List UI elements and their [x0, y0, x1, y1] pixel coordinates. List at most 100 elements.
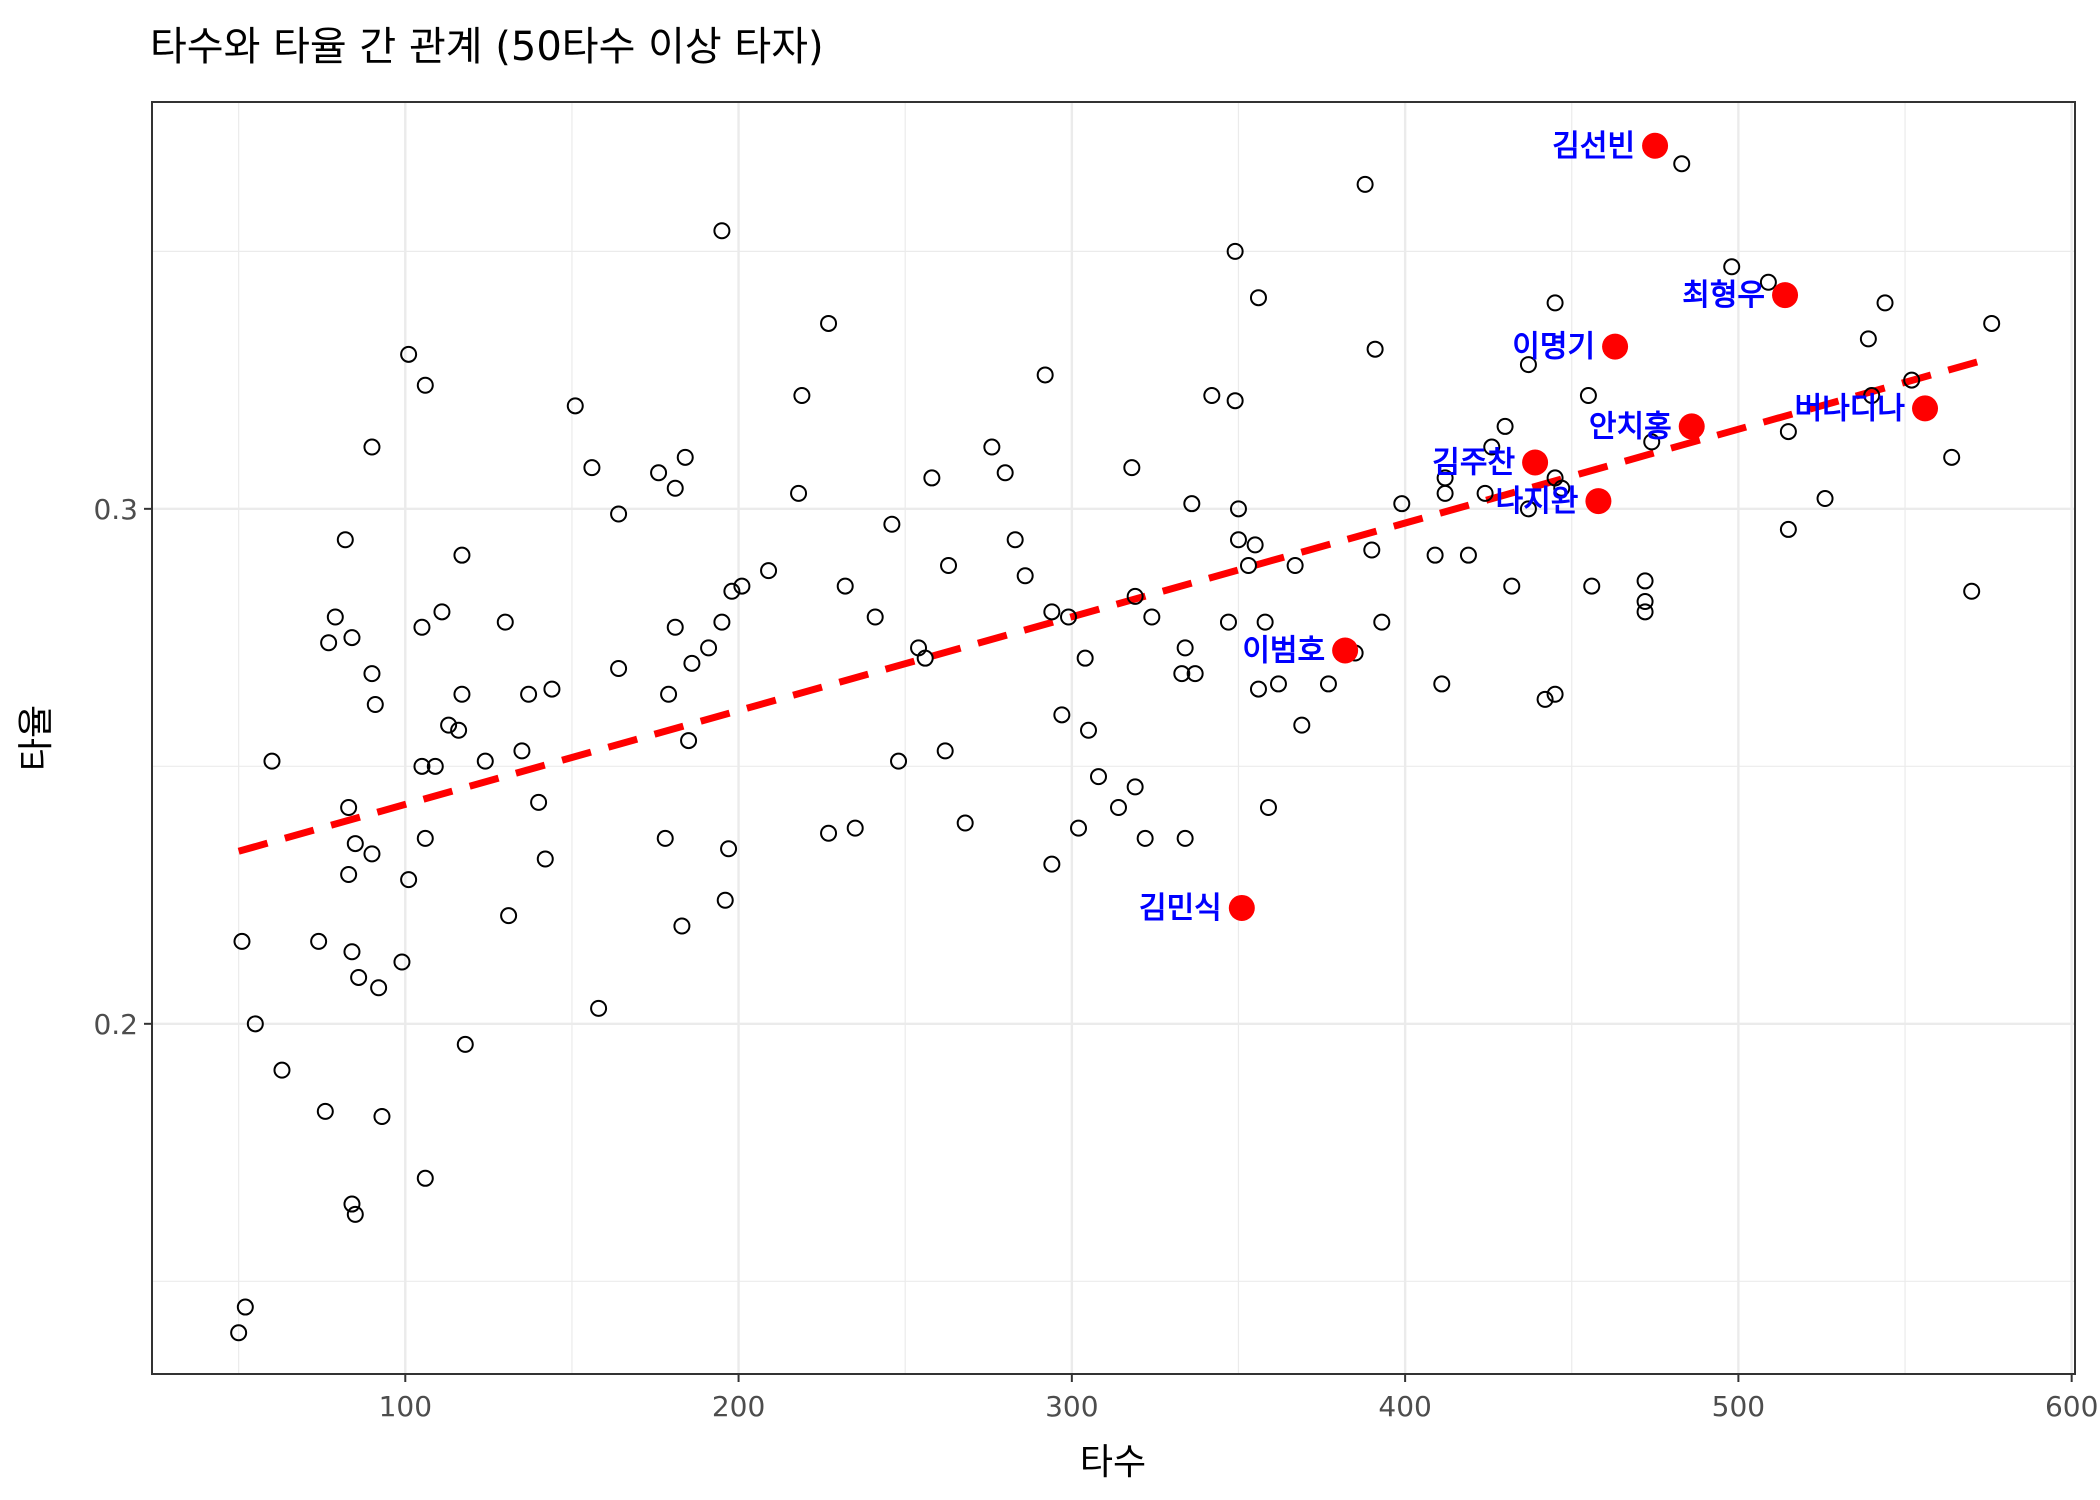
- data-point: [1643, 433, 1661, 451]
- x-axis-title: 타수: [1080, 1442, 1146, 1483]
- highlight-point: [1332, 637, 1359, 664]
- data-point: [1579, 387, 1597, 405]
- data-point: [1863, 387, 1881, 405]
- data-point: [1286, 556, 1304, 574]
- data-point: [346, 1205, 364, 1223]
- data-point: [400, 871, 418, 889]
- data-point: [433, 603, 451, 621]
- data-point: [1546, 294, 1564, 312]
- data-point: [1183, 495, 1201, 513]
- data-point: [236, 1298, 254, 1316]
- data-point: [416, 376, 434, 394]
- data-point: [520, 685, 538, 703]
- data-point: [1229, 500, 1247, 518]
- data-point: [1426, 546, 1444, 564]
- data-point: [610, 505, 628, 523]
- data-point: [720, 840, 738, 858]
- data-point: [673, 917, 691, 935]
- highlight-point: [1642, 132, 1669, 159]
- data-point: [1963, 582, 1981, 600]
- data-point: [1459, 546, 1477, 564]
- data-point: [316, 1102, 334, 1120]
- data-point: [343, 1195, 361, 1213]
- data-point: [1043, 855, 1061, 873]
- data-point: [496, 613, 514, 631]
- data-point: [1293, 716, 1311, 734]
- data-point: [583, 459, 601, 477]
- data-point: [1983, 314, 2001, 332]
- data-point: [513, 742, 531, 760]
- data-point: [836, 577, 854, 595]
- data-point: [610, 659, 628, 677]
- data-point: [340, 799, 358, 817]
- data-point: [343, 943, 361, 961]
- x-tick-label: 300: [1045, 1390, 1098, 1423]
- data-point: [1373, 613, 1391, 631]
- data-point: [1496, 417, 1514, 435]
- data-point: [1546, 685, 1564, 703]
- data-point: [1759, 273, 1777, 291]
- data-point: [1229, 531, 1247, 549]
- data-point: [543, 680, 561, 698]
- data-point: [1393, 495, 1411, 513]
- data-point: [350, 968, 368, 986]
- data-point: [1636, 593, 1654, 611]
- data-point: [1249, 289, 1267, 307]
- data-point: [1943, 448, 1961, 466]
- data-point: [366, 696, 384, 714]
- data-point: [1779, 423, 1797, 441]
- data-point: [1859, 330, 1877, 348]
- data-point: [1259, 799, 1277, 817]
- data-point: [793, 387, 811, 405]
- data-point: [1366, 340, 1384, 358]
- data-point: [660, 685, 678, 703]
- grid-lines: [152, 102, 2075, 1374]
- data-point: [530, 793, 548, 811]
- data-point: [1053, 706, 1071, 724]
- data-point: [370, 979, 388, 997]
- data-point: [666, 479, 684, 497]
- data-point: [1779, 520, 1797, 538]
- data-point: [413, 757, 431, 775]
- highlight-label: 나지완: [1496, 484, 1579, 519]
- data-point: [393, 953, 411, 971]
- data-point: [1363, 541, 1381, 559]
- data-point: [700, 639, 718, 657]
- highlight-point: [1228, 894, 1255, 921]
- data-point: [1126, 778, 1144, 796]
- data-point: [1256, 613, 1274, 631]
- data-point: [923, 469, 941, 487]
- axes: 100 200 300 400 500 600 0.2 0.3: [93, 493, 2098, 1423]
- data-point: [310, 932, 328, 950]
- data-point: [1006, 531, 1024, 549]
- data-point: [1583, 577, 1601, 595]
- data-point: [363, 438, 381, 456]
- data-point: [590, 999, 608, 1017]
- data-point: [1203, 387, 1221, 405]
- data-point: [866, 608, 884, 626]
- data-point: [453, 685, 471, 703]
- data-point: [1123, 459, 1141, 477]
- data-point: [453, 546, 471, 564]
- data-point: [500, 907, 518, 925]
- data-point: [456, 1035, 474, 1053]
- chart-title: 타수와 타율 간 관계 (50타수 이상 타자): [150, 24, 824, 70]
- data-point: [996, 464, 1014, 482]
- data-point: [683, 654, 701, 672]
- data-point: [1076, 649, 1094, 667]
- data-point: [373, 1108, 391, 1126]
- data-point: [760, 562, 778, 580]
- data-point: [650, 464, 668, 482]
- y-tick-label: 0.3: [93, 493, 138, 526]
- data-point: [1070, 819, 1088, 837]
- data-point: [343, 629, 361, 647]
- highlight-point: [1912, 395, 1939, 422]
- data-point: [1080, 721, 1098, 739]
- data-point: [1226, 392, 1244, 410]
- data-point: [713, 222, 731, 240]
- x-tick-label: 600: [2045, 1390, 2098, 1423]
- highlight-label: 버나디나: [1795, 391, 1906, 426]
- data-point: [1636, 603, 1654, 621]
